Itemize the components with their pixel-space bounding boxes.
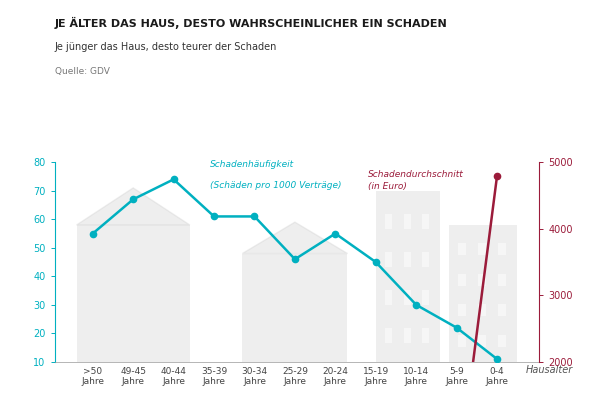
Bar <box>498 304 505 316</box>
Bar <box>458 243 466 255</box>
Text: JE ÄLTER DAS HAUS, DESTO WAHRSCHEINLICHER EIN SCHADEN: JE ÄLTER DAS HAUS, DESTO WAHRSCHEINLICHE… <box>55 17 447 29</box>
Text: Hausalter: Hausalter <box>525 365 573 375</box>
Bar <box>385 290 393 305</box>
Text: Schadendurchschnitt: Schadendurchschnitt <box>368 171 464 179</box>
Bar <box>498 334 505 347</box>
Bar <box>422 290 430 305</box>
Text: Schadenhäufigkeit: Schadenhäufigkeit <box>210 161 294 169</box>
Bar <box>478 304 486 316</box>
Bar <box>404 213 411 229</box>
Bar <box>385 252 393 267</box>
Text: Quelle: GDV: Quelle: GDV <box>55 67 110 76</box>
Bar <box>76 225 190 362</box>
Text: (Schäden pro 1000 Verträge): (Schäden pro 1000 Verträge) <box>210 181 342 190</box>
Bar <box>458 274 466 286</box>
Text: (in Euro): (in Euro) <box>368 182 407 191</box>
Polygon shape <box>242 222 347 253</box>
Bar <box>376 191 441 362</box>
Bar <box>385 328 393 343</box>
Bar <box>422 252 430 267</box>
Bar <box>498 243 505 255</box>
Bar <box>404 252 411 267</box>
Bar <box>478 243 486 255</box>
Bar <box>498 274 505 286</box>
Text: Je jünger das Haus, desto teurer der Schaden: Je jünger das Haus, desto teurer der Sch… <box>55 42 277 52</box>
Bar <box>422 328 430 343</box>
Bar <box>458 334 466 347</box>
Bar <box>404 290 411 305</box>
Bar <box>385 213 393 229</box>
Bar <box>422 213 430 229</box>
Bar <box>242 253 347 362</box>
Bar <box>478 334 486 347</box>
Polygon shape <box>76 188 190 225</box>
Bar <box>458 304 466 316</box>
Bar <box>448 225 518 362</box>
Bar <box>478 274 486 286</box>
Bar <box>404 328 411 343</box>
